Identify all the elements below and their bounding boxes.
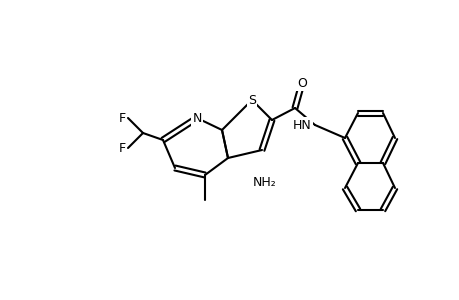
- Text: O: O: [297, 76, 306, 89]
- Text: F: F: [118, 112, 126, 124]
- Text: N: N: [192, 112, 201, 124]
- Text: NH₂: NH₂: [252, 176, 276, 189]
- Text: S: S: [247, 94, 256, 106]
- Text: HN: HN: [293, 118, 311, 131]
- Text: F: F: [118, 142, 126, 154]
